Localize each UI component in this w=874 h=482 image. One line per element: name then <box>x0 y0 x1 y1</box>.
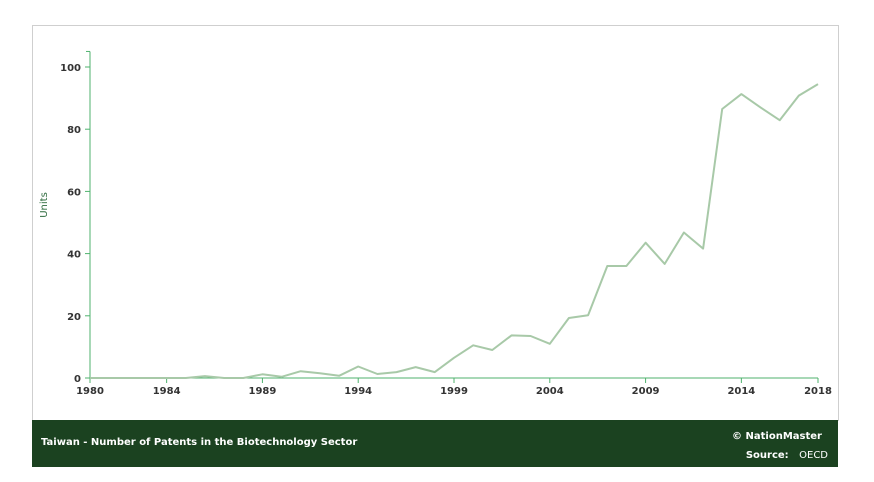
chart-footer: Taiwan - Number of Patents in the Biotec… <box>32 420 838 467</box>
y-tick-label: 60 <box>67 187 81 198</box>
chart-frame <box>32 25 839 421</box>
y-tick-label: 0 <box>74 374 81 385</box>
data-line <box>90 83 819 379</box>
x-tick-label: 2018 <box>804 386 832 397</box>
source-value: OECD <box>799 450 828 461</box>
x-tick-label: 1999 <box>440 386 468 397</box>
x-tick-label: 1984 <box>153 386 181 397</box>
x-tick-label: 2014 <box>727 386 755 397</box>
source: Source: OECD <box>746 450 828 461</box>
x-tick-label: 2009 <box>632 386 660 397</box>
y-axis-label: Units <box>39 192 50 218</box>
y-tick-label: 40 <box>67 250 81 261</box>
x-tick-label: 2004 <box>536 386 564 397</box>
chart-title: Taiwan - Number of Patents in the Biotec… <box>41 437 358 448</box>
y-tick-label: 100 <box>60 63 81 74</box>
x-tick-label: 1980 <box>76 386 104 397</box>
y-tick-label: 80 <box>67 125 81 136</box>
x-tick-label: 1989 <box>248 386 276 397</box>
source-label: Source: <box>745 450 789 461</box>
line-chart: 0 20 40 60 80 100 1980 1984 1989 1994 1999 2004 2009… <box>39 50 832 397</box>
copyright: © NationMaster <box>732 431 822 442</box>
x-tick-label: 1994 <box>344 386 372 397</box>
y-tick-label: 20 <box>67 312 81 323</box>
